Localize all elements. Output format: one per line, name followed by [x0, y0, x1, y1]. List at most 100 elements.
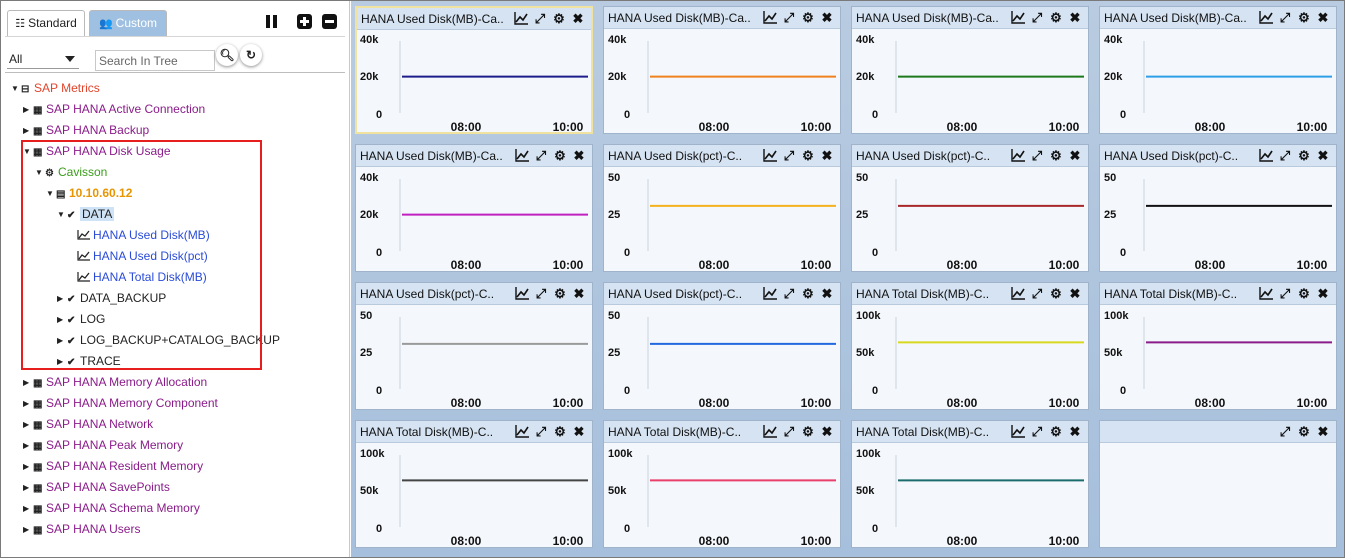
close-icon[interactable]: ✖: [1317, 10, 1329, 25]
chart-panel[interactable]: HANA Used Disk(MB)-Ca.. ⤢ ⚙ ✖ 40k 20k 0 08:00 10…: [355, 144, 593, 272]
caret-right-icon[interactable]: ▶: [23, 441, 30, 450]
tree-group-item[interactable]: ▶ ▦ SAP HANA Memory Allocation: [23, 372, 207, 393]
close-icon[interactable]: ✖: [821, 10, 833, 25]
tree-group-item[interactable]: ▶ ▦ SAP HANA Schema Memory: [23, 498, 200, 519]
line-chart-icon[interactable]: [1259, 149, 1273, 163]
panel-header[interactable]: HANA Used Disk(pct)-C.. ⤢ ⚙ ✖: [604, 145, 840, 167]
caret-down-icon[interactable]: ▼: [46, 189, 54, 198]
chart-panel[interactable]: HANA Used Disk(MB)-Ca.. ⤢ ⚙ ✖ 40k 20k 0 08:00 10…: [355, 6, 593, 134]
panel-header[interactable]: HANA Total Disk(MB)-C.. ⤢ ⚙ ✖: [604, 421, 840, 443]
line-chart-icon[interactable]: [515, 425, 529, 439]
gear-icon[interactable]: ⚙: [802, 148, 814, 163]
line-chart-icon[interactable]: [763, 11, 777, 25]
expand-icon[interactable]: ⤢: [1031, 286, 1043, 301]
gear-icon[interactable]: ⚙: [554, 424, 566, 439]
plus-square-icon[interactable]: [297, 14, 312, 29]
caret-right-icon[interactable]: ▶: [57, 336, 64, 345]
chart-panel[interactable]: HANA Used Disk(pct)-C.. ⤢ ⚙ ✖ 50 25 0 08:00 10:0…: [603, 144, 841, 272]
line-chart-icon[interactable]: [515, 149, 529, 163]
expand-icon[interactable]: ⤢: [783, 424, 795, 439]
gear-icon[interactable]: ⚙: [554, 286, 566, 301]
panel-header[interactable]: HANA Used Disk(MB)-Ca.. ⤢ ⚙ ✖: [357, 8, 591, 30]
tree-group-item[interactable]: ▶ ▦ SAP HANA Users: [23, 519, 140, 540]
tree-root[interactable]: ▼ ⊟ SAP Metrics: [11, 78, 100, 99]
panel-header[interactable]: HANA Used Disk(MB)-Ca.. ⤢ ⚙ ✖: [356, 145, 592, 167]
gear-icon[interactable]: ⚙: [554, 148, 566, 163]
chart-panel[interactable]: HANA Used Disk(pct)-C.. ⤢ ⚙ ✖ 50 25 0 08:00 10:0…: [603, 282, 841, 410]
panel-header[interactable]: HANA Used Disk(pct)-C.. ⤢ ⚙ ✖: [604, 283, 840, 305]
tree-group-item[interactable]: ▶ ▦ SAP HANA Peak Memory: [23, 435, 183, 456]
line-chart-icon[interactable]: [515, 287, 529, 301]
gear-icon[interactable]: ⚙: [802, 10, 814, 25]
chart-panel[interactable]: HANA Total Disk(MB)-C.. ⤢ ⚙ ✖ 100k 50k 0 08:00 1…: [355, 420, 593, 548]
close-icon[interactable]: ✖: [821, 424, 833, 439]
panel-header[interactable]: ⤢ ⚙ ✖: [1100, 421, 1336, 443]
line-chart-icon[interactable]: [1259, 11, 1273, 25]
chart-panel[interactable]: HANA Used Disk(pct)-C.. ⤢ ⚙ ✖ 50 25 0 08:00 10:0…: [1099, 144, 1337, 272]
gear-icon[interactable]: ⚙: [1050, 424, 1062, 439]
expand-icon[interactable]: ⤢: [783, 10, 795, 25]
expand-icon[interactable]: ⤢: [535, 424, 547, 439]
expand-icon[interactable]: ⤢: [534, 11, 546, 26]
chart-panel[interactable]: HANA Total Disk(MB)-C.. ⤢ ⚙ ✖ 100k 50k 0 08:00 1…: [851, 420, 1089, 548]
empty-chart-panel[interactable]: ⤢ ⚙ ✖: [1099, 420, 1337, 548]
caret-down-icon[interactable]: ▼: [35, 168, 43, 177]
caret-right-icon[interactable]: ▶: [23, 504, 30, 513]
caret-right-icon[interactable]: ▶: [57, 357, 64, 366]
close-icon[interactable]: ✖: [1069, 424, 1081, 439]
close-icon[interactable]: ✖: [1317, 148, 1329, 163]
tree-metric-item[interactable]: HANA Used Disk(MB): [77, 225, 210, 246]
caret-down-icon[interactable]: ▼: [57, 210, 65, 219]
tree-node-item[interactable]: ▶ ✔ TRACE: [57, 351, 121, 372]
chart-panel[interactable]: HANA Used Disk(MB)-Ca.. ⤢ ⚙ ✖ 40k 20k 0 08:00 10…: [1099, 6, 1337, 134]
tree-group-item[interactable]: ▶ ▦ SAP HANA Memory Component: [23, 393, 218, 414]
close-icon[interactable]: ✖: [573, 286, 585, 301]
gear-icon[interactable]: ⚙: [802, 424, 814, 439]
tree-group-item[interactable]: ▶ ▦ SAP HANA SavePoints: [23, 477, 170, 498]
expand-icon[interactable]: ⤢: [783, 148, 795, 163]
tree-tier-item[interactable]: ▼ ⚙ Cavisson: [35, 162, 107, 183]
tree-server-item[interactable]: ▼ ▤ 10.10.60.12: [46, 183, 132, 204]
line-chart-icon[interactable]: [763, 287, 777, 301]
caret-right-icon[interactable]: ▶: [23, 462, 30, 471]
expand-icon[interactable]: ⤢: [1279, 424, 1291, 439]
tree-node-data[interactable]: ▼ ✔ DATA: [57, 204, 115, 225]
panel-header[interactable]: HANA Used Disk(pct)-C.. ⤢ ⚙ ✖: [852, 145, 1088, 167]
caret-right-icon[interactable]: ▶: [23, 126, 30, 135]
close-icon[interactable]: ✖: [821, 286, 833, 301]
panel-header[interactable]: HANA Used Disk(pct)-C.. ⤢ ⚙ ✖: [1100, 145, 1336, 167]
chart-panel[interactable]: HANA Used Disk(MB)-Ca.. ⤢ ⚙ ✖ 40k 20k 0 08:00 10…: [603, 6, 841, 134]
expand-icon[interactable]: ⤢: [783, 286, 795, 301]
refresh-button[interactable]: ↻: [240, 44, 262, 66]
filter-dropdown[interactable]: All: [7, 49, 79, 69]
caret-right-icon[interactable]: ▶: [23, 483, 30, 492]
search-button[interactable]: 🔍︎: [216, 44, 238, 66]
caret-right-icon[interactable]: ▶: [23, 525, 30, 534]
expand-icon[interactable]: ⤢: [1031, 148, 1043, 163]
caret-right-icon[interactable]: ▶: [57, 315, 64, 324]
close-icon[interactable]: ✖: [573, 148, 585, 163]
gear-icon[interactable]: ⚙: [1298, 10, 1310, 25]
panel-header[interactable]: HANA Total Disk(MB)-C.. ⤢ ⚙ ✖: [852, 421, 1088, 443]
tree-node-item[interactable]: ▶ ✔ LOG_BACKUP+CATALOG_BACKUP: [57, 330, 280, 351]
expand-icon[interactable]: ⤢: [1031, 10, 1043, 25]
close-icon[interactable]: ✖: [1069, 286, 1081, 301]
tree-group-item[interactable]: ▶ ▦ SAP HANA Resident Memory: [23, 456, 203, 477]
line-chart-icon[interactable]: [1011, 287, 1025, 301]
panel-header[interactable]: HANA Total Disk(MB)-C.. ⤢ ⚙ ✖: [1100, 283, 1336, 305]
gear-icon[interactable]: ⚙: [1298, 424, 1310, 439]
gear-icon[interactable]: ⚙: [1298, 148, 1310, 163]
gear-icon[interactable]: ⚙: [1050, 286, 1062, 301]
caret-right-icon[interactable]: ▶: [23, 420, 30, 429]
caret-right-icon[interactable]: ▶: [57, 294, 64, 303]
gear-icon[interactable]: ⚙: [1050, 10, 1062, 25]
chart-panel[interactable]: HANA Used Disk(pct)-C.. ⤢ ⚙ ✖ 50 25 0 08:00 10:0…: [355, 282, 593, 410]
tree-group-item[interactable]: ▶ ▦ SAP HANA Network: [23, 414, 153, 435]
tab-standard[interactable]: ☷ Standard: [7, 10, 85, 36]
close-icon[interactable]: ✖: [821, 148, 833, 163]
chart-panel[interactable]: HANA Used Disk(MB)-Ca.. ⤢ ⚙ ✖ 40k 20k 0 08:00 10…: [851, 6, 1089, 134]
expand-icon[interactable]: ⤢: [1279, 10, 1291, 25]
close-icon[interactable]: ✖: [1069, 148, 1081, 163]
chart-panel[interactable]: HANA Total Disk(MB)-C.. ⤢ ⚙ ✖ 100k 50k 0 08:00 1…: [1099, 282, 1337, 410]
close-icon[interactable]: ✖: [1317, 424, 1329, 439]
